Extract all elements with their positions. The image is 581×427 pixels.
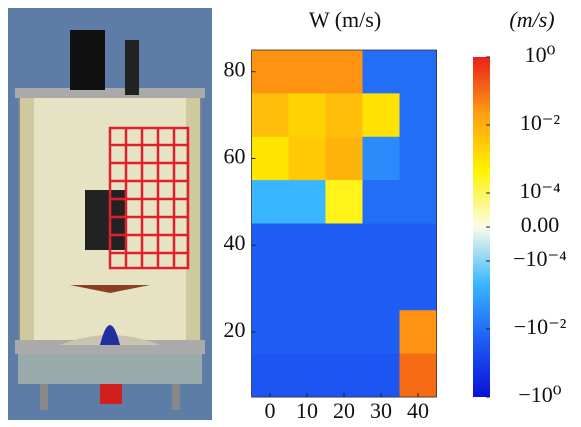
y-tick-label: 40: [224, 230, 246, 255]
heat-cell: [251, 136, 289, 181]
heat-cell: [288, 223, 326, 268]
heat-cell: [288, 50, 326, 94]
x-tick-label: 0: [265, 398, 276, 423]
colorbar-tick-label: −10⁰: [518, 382, 561, 407]
heat-cell: [362, 353, 400, 398]
heat-cell: [399, 50, 437, 94]
x-tick-label: 10: [296, 398, 318, 423]
heat-cell: [325, 50, 363, 94]
heat-cell: [288, 310, 326, 355]
heat-cell: [325, 223, 363, 268]
colorbar-tick-label: −10⁻²: [514, 314, 567, 339]
y-tick-label: 80: [224, 57, 246, 82]
y-tick-label: 60: [224, 143, 246, 168]
heat-cell: [325, 266, 363, 311]
heat-cell: [288, 353, 326, 398]
heat-cell: [362, 266, 400, 311]
heat-cell: [251, 50, 289, 94]
x-tick-label: 40: [407, 398, 429, 423]
colorbar-label: (m/s): [509, 7, 554, 32]
heat-cell: [325, 136, 363, 181]
heat-cell: [251, 93, 289, 138]
heat-cell: [288, 136, 326, 181]
heat-cell: [399, 136, 437, 181]
heat-cell: [399, 353, 437, 398]
y-tick-label: 20: [224, 317, 246, 342]
colorbar-tick-label: 10⁰: [525, 42, 556, 67]
heat-cell: [362, 50, 400, 94]
heat-cell: [251, 180, 289, 224]
heat-cell: [362, 136, 400, 181]
heat-cell: [399, 310, 437, 355]
colorbar-tick-label: −10⁻⁴: [513, 246, 567, 271]
heat-cell: [362, 223, 400, 268]
x-tick-label: 30: [370, 398, 392, 423]
heat-cell: [288, 93, 326, 138]
heat-cell: [399, 266, 437, 311]
heat-cell: [362, 93, 400, 138]
heat-cell: [399, 93, 437, 138]
heat-cell: [399, 180, 437, 224]
heat-cell: [362, 180, 400, 224]
heat-cell: [325, 93, 363, 138]
heat-cell: [251, 266, 289, 311]
colorbar-tick-label: 10⁻²: [520, 110, 561, 135]
heat-cell: [251, 353, 289, 398]
heat-cell: [325, 180, 363, 224]
chart-title: W (m/s): [309, 7, 381, 32]
apparatus-image: [8, 8, 212, 420]
heat-cell: [325, 310, 363, 355]
heat-cell: [325, 353, 363, 398]
x-tick-label: 20: [333, 398, 355, 423]
heat-cell: [288, 180, 326, 224]
heat-cell: [251, 310, 289, 355]
colorbar-tick-label: 0.00: [521, 212, 560, 237]
heat-cell: [288, 266, 326, 311]
heat-cell: [362, 310, 400, 355]
heat-cell: [399, 223, 437, 268]
colorbar: [473, 57, 490, 397]
heat-cell: [251, 223, 289, 268]
colorbar-tick-label: 10⁻⁴: [519, 178, 561, 203]
